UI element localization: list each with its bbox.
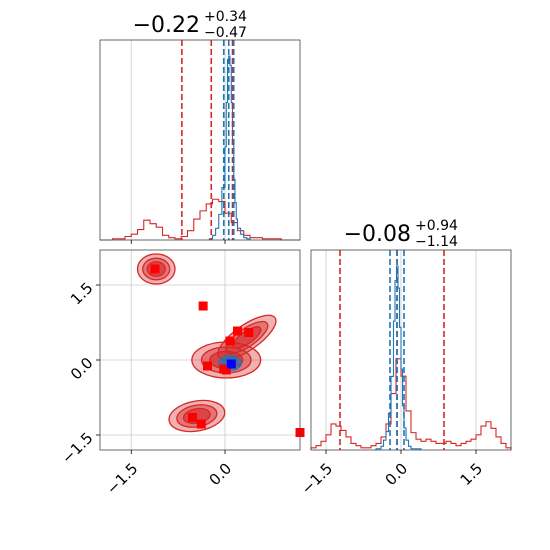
- hist-param1-panel: [99, 39, 301, 244]
- x-tick-label: −1.5: [103, 460, 141, 498]
- red-point-6: [233, 326, 242, 336]
- joint-panel: −1.5 0.0 −1.5 0.0 1.5: [58, 249, 305, 498]
- blue-hist-param2: [375, 265, 422, 450]
- title-param2-median: −0.08: [344, 222, 411, 247]
- x-tick-label: 0.0: [206, 460, 236, 490]
- title-param1-median: −0.22: [133, 13, 200, 38]
- y-tick-label: −1.5: [58, 429, 96, 467]
- red-hist-param2: [310, 358, 512, 450]
- red-point-5: [225, 336, 235, 346]
- red-contour-3-level-2: [232, 326, 262, 349]
- title-param1: −0.22 +0.34 −0.47: [133, 9, 247, 41]
- title-param2-upper: +0.94: [415, 218, 458, 234]
- red-point-7: [244, 328, 254, 337]
- hist-param2-panel: −1.5 0.0 1.5: [298, 249, 512, 498]
- red-point-2: [203, 361, 212, 371]
- y-tick-label: 1.5: [67, 279, 97, 309]
- hist-param2-frame: [310, 249, 512, 451]
- blue-hist-param1: [208, 55, 251, 240]
- title-param1-upper: +0.34: [204, 9, 247, 25]
- red-point-9: [196, 419, 206, 429]
- title-param1-lower: −0.47: [204, 25, 247, 41]
- red-point-4: [221, 365, 231, 375]
- hist-param1-frame: [99, 39, 301, 241]
- red-point-0: [150, 264, 160, 274]
- red-hist-param1: [100, 198, 300, 241]
- x-tick-label: −1.5: [298, 460, 336, 498]
- blue-point-0: [226, 359, 236, 369]
- joint-frame: [99, 249, 301, 451]
- x-tick-label: 0.0: [382, 460, 412, 490]
- y-tick-label: 0.0: [67, 354, 97, 384]
- title-param2: −0.08 +0.94 −1.14: [344, 218, 458, 250]
- red-point-8: [188, 413, 197, 422]
- x-tick-label: 1.5: [457, 460, 487, 490]
- title-param2-lower: −1.14: [415, 234, 458, 250]
- red-point-1: [198, 301, 208, 311]
